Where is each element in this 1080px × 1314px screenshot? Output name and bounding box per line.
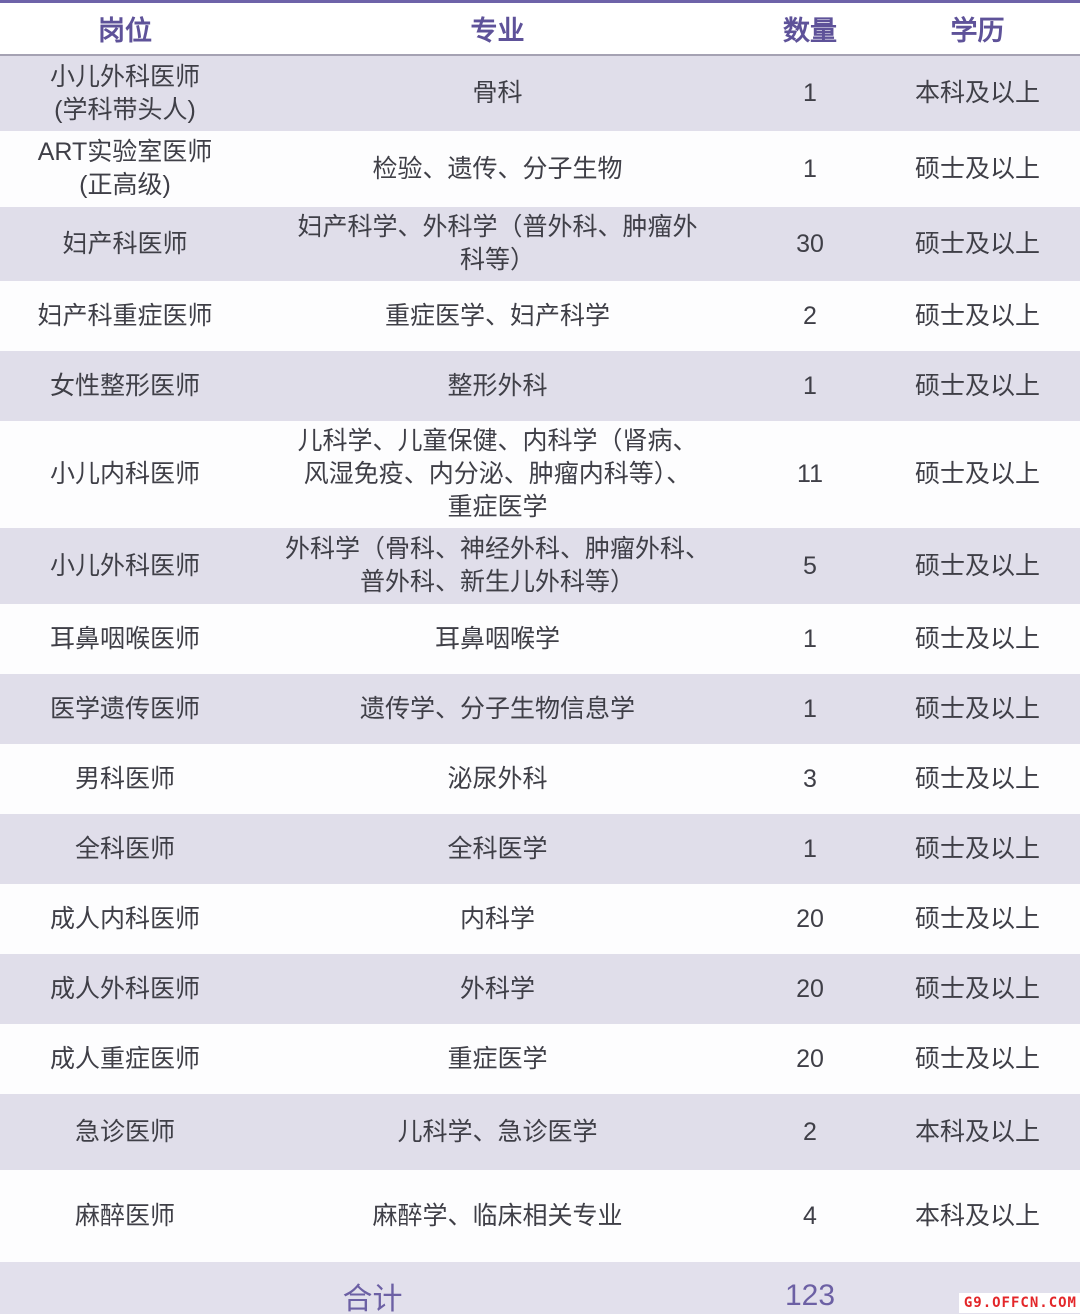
cell-position: 小儿外科医师 [49, 551, 200, 580]
cell-education: 硕士及以上 [914, 624, 1040, 653]
cell-count: 1 [803, 371, 817, 400]
cell-education: 硕士及以上 [914, 1044, 1040, 1073]
column-header-education: 学历 [875, 3, 1080, 56]
cell-position: ART实验室医师 (正高级) [37, 138, 213, 199]
recruitment-table: 岗位 专业 数量 学历 小儿外科医师 (学科带头人) 骨科 1 本科及以上 ART实验室… [0, 3, 1080, 1314]
cell-education: 本科及以上 [914, 1117, 1040, 1146]
cell-count: 20 [796, 1044, 824, 1073]
table-row: 成人重症医师 重症医学 20 硕士及以上 [0, 1024, 1080, 1094]
cell-major: 全科医学 [447, 834, 548, 863]
cell-count: 1 [803, 79, 817, 107]
cell-major: 泌尿外科 [447, 764, 548, 793]
cell-count: 5 [803, 551, 817, 580]
cell-education: 本科及以上 [914, 79, 1040, 107]
table-header: 岗位 专业 数量 学历 [0, 3, 1080, 56]
cell-position: 耳鼻咽喉医师 [49, 624, 200, 653]
cell-education: 硕士及以上 [914, 974, 1040, 1003]
cell-count: 1 [803, 694, 817, 723]
column-header-count: 数量 [745, 3, 875, 56]
cell-education: 硕士及以上 [914, 551, 1040, 580]
cell-count: 4 [803, 1201, 817, 1230]
cell-count: 1 [803, 624, 817, 653]
cell-major: 遗传学、分子生物信息学 [359, 694, 635, 723]
cell-position: 全科医师 [74, 834, 175, 863]
total-label: 合计 [342, 1283, 403, 1314]
table-row: 急诊医师 儿科学、急诊医学 2 本科及以上 [0, 1094, 1080, 1170]
cell-count: 20 [796, 974, 824, 1003]
cell-count: 11 [797, 460, 823, 488]
cell-count: 30 [796, 229, 824, 258]
table-row: 女性整形医师 整形外科 1 硕士及以上 [0, 351, 1080, 421]
cell-education: 硕士及以上 [914, 154, 1040, 183]
cell-major: 重症医学、妇产科学 [384, 301, 610, 330]
cell-major: 重症医学 [447, 1044, 548, 1073]
cell-education: 硕士及以上 [914, 904, 1040, 933]
table-row: 全科医师 全科医学 1 硕士及以上 [0, 814, 1080, 884]
cell-major: 骨科 [472, 79, 523, 107]
cell-major: 麻醉学、临床相关专业 [372, 1201, 623, 1230]
table-row: 麻醉医师 麻醉学、临床相关专业 4 本科及以上 [0, 1170, 1080, 1262]
cell-education: 硕士及以上 [914, 229, 1040, 258]
cell-education: 硕士及以上 [914, 301, 1040, 330]
table-row: 耳鼻咽喉医师 耳鼻咽喉学 1 硕士及以上 [0, 604, 1080, 674]
header-row: 岗位 专业 数量 学历 [0, 3, 1080, 56]
table-row: 成人内科医师 内科学 20 硕士及以上 [0, 884, 1080, 954]
cell-education: 硕士及以上 [914, 834, 1040, 863]
cell-position: 小儿外科医师 (学科带头人) [49, 62, 200, 124]
cell-position: 成人内科医师 [49, 904, 200, 933]
cell-major: 耳鼻咽喉学 [434, 624, 560, 653]
table-footer: 合计 123 [0, 1262, 1080, 1314]
cell-count: 2 [803, 301, 817, 330]
table-row: 妇产科重症医师 重症医学、妇产科学 2 硕士及以上 [0, 281, 1080, 351]
cell-position: 医学遗传医师 [49, 694, 200, 723]
cell-count: 20 [796, 904, 824, 933]
cell-education: 本科及以上 [914, 1201, 1040, 1230]
table-row: 小儿内科医师 儿科学、儿童保健、内科学（肾病、 风湿免疫、内分泌、肿瘤内科等）、 … [0, 421, 1080, 528]
cell-major: 整形外科 [447, 371, 548, 400]
table-row: 小儿外科医师 (学科带头人) 骨科 1 本科及以上 [0, 55, 1080, 131]
cell-education: 硕士及以上 [914, 694, 1040, 723]
column-header-position: 岗位 [0, 3, 250, 56]
cell-position: 妇产科医师 [62, 229, 188, 258]
table-row: 妇产科医师 妇产科学、外科学（普外科、肿瘤外 科等） 30 硕士及以上 [0, 207, 1080, 281]
top-border-line [0, 0, 1080, 3]
watermark-label: G9.OFFCN.COM [958, 1293, 1080, 1313]
table-row: 男科医师 泌尿外科 3 硕士及以上 [0, 744, 1080, 814]
cell-education: 硕士及以上 [914, 460, 1040, 488]
cell-position: 急诊医师 [74, 1117, 175, 1146]
cell-count: 2 [803, 1117, 817, 1146]
cell-position: 妇产科重症医师 [37, 301, 213, 330]
table-row: 成人外科医师 外科学 20 硕士及以上 [0, 954, 1080, 1024]
cell-major: 检验、遗传、分子生物 [372, 154, 623, 183]
cell-major: 儿科学、儿童保健、内科学（肾病、 风湿免疫、内分泌、肿瘤内科等）、 重症医学 [297, 427, 698, 521]
cell-major: 儿科学、急诊医学 [397, 1117, 598, 1146]
cell-major: 外科学 [459, 974, 535, 1003]
cell-major: 妇产科学、外科学（普外科、肿瘤外 科等） [297, 213, 698, 274]
cell-major: 内科学 [459, 904, 535, 933]
cell-count: 3 [803, 764, 817, 793]
table-body: 小儿外科医师 (学科带头人) 骨科 1 本科及以上 ART实验室医师 (正高级) 检验、遗… [0, 55, 1080, 1262]
cell-education: 硕士及以上 [914, 371, 1040, 400]
table-row: ART实验室医师 (正高级) 检验、遗传、分子生物 1 硕士及以上 [0, 131, 1080, 207]
cell-position: 成人重症医师 [49, 1044, 200, 1073]
cell-position: 成人外科医师 [49, 974, 200, 1003]
total-value: 123 [784, 1279, 836, 1312]
cell-position: 小儿内科医师 [49, 460, 200, 488]
cell-major: 外科学（骨科、神经外科、肿瘤外科、 普外科、新生儿外科等） [284, 535, 710, 596]
cell-position: 麻醉医师 [74, 1201, 175, 1230]
cell-position: 男科医师 [74, 764, 175, 793]
column-header-major: 专业 [250, 3, 745, 56]
cell-count: 1 [803, 834, 817, 863]
cell-count: 1 [803, 154, 817, 183]
table-row: 医学遗传医师 遗传学、分子生物信息学 1 硕士及以上 [0, 674, 1080, 744]
cell-education: 硕士及以上 [914, 764, 1040, 793]
cell-position: 女性整形医师 [49, 371, 200, 400]
total-row: 合计 123 [0, 1262, 1080, 1314]
table-row: 小儿外科医师 外科学（骨科、神经外科、肿瘤外科、 普外科、新生儿外科等） 5 硕士及以… [0, 528, 1080, 604]
